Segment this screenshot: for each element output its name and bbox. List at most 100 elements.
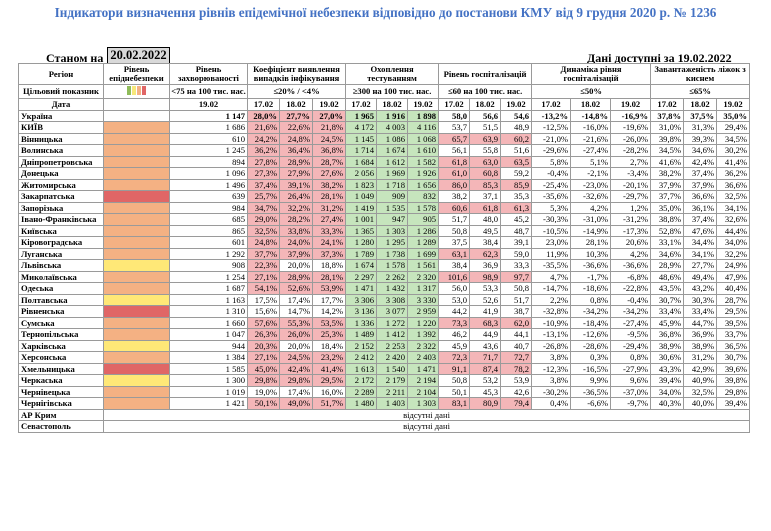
detection-cell: 37,4% (247, 178, 280, 191)
table-row: Чернівецька 1 019 19,0% 17,4% 16,0% 2 289 2 21… (18, 385, 751, 398)
table-row: Харківська 944 20,3% 20,0% 18,4% 2 152 2 253 2 … (18, 339, 751, 352)
beds-cell: 31,2% (683, 351, 718, 364)
region-name: Кіровоградська (18, 236, 104, 249)
detection-cell: 17,4% (279, 385, 313, 398)
testing-cell: 1 471 (407, 362, 440, 375)
testing-cell: 1 220 (407, 316, 440, 329)
hospitalization-cell: 38,2 (438, 190, 471, 203)
beds-cell: 35,0% (716, 109, 751, 122)
dynamics-cell: -12,3% (531, 362, 572, 375)
testing-cell: 1 969 (376, 167, 409, 180)
dynamics-cell: -28,2% (610, 144, 652, 157)
region-name: АР Крим (18, 408, 104, 421)
detection-cell: 37,7% (247, 247, 280, 260)
detection-cell: 14,2% (311, 305, 347, 318)
date-tst-2: 18.02 (376, 98, 409, 111)
detection-cell: 29,0% (247, 213, 280, 226)
testing-cell: 2 289 (345, 385, 378, 398)
testing-cell: 1 965 (345, 109, 378, 122)
beds-cell: 30,3% (683, 293, 718, 306)
testing-cell: 1 303 (376, 224, 409, 237)
date-bed-3: 19.02 (716, 98, 751, 111)
dynamics-cell: -27,9% (610, 362, 652, 375)
dynamics-cell: -1,7% (570, 270, 612, 283)
incidence-cell: 1 019 (169, 385, 248, 398)
hospitalization-cell: 45,3 (469, 385, 502, 398)
testing-cell: 2 320 (407, 270, 440, 283)
dynamics-cell: 23,0% (531, 236, 572, 249)
header-incidence: Рівень захворюваності (169, 63, 248, 85)
beds-cell: 33,1% (650, 236, 685, 249)
detection-cell: 27,4% (311, 213, 347, 226)
detection-cell: 49,0% (279, 397, 313, 410)
testing-cell: 1 145 (345, 132, 378, 145)
beds-cell: 38,8% (650, 213, 685, 226)
dynamics-cell: -9,7% (610, 397, 652, 410)
beds-cell: 49,4% (683, 270, 718, 283)
dynamics-cell: -27,4% (610, 316, 652, 329)
table-row: Луганська 1 292 37,7% 37,9% 37,3% 1 789 1 738 1… (18, 247, 751, 260)
testing-cell: 1 612 (376, 155, 409, 168)
incidence-cell: 610 (169, 132, 248, 145)
detection-cell: 32,5% (247, 224, 280, 237)
beds-cell: 29,4% (716, 121, 751, 134)
hospitalization-cell: 60,6 (438, 201, 471, 214)
dynamics-cell: -30,2% (531, 385, 572, 398)
dynamics-cell: -32,6% (570, 190, 612, 203)
detection-cell: 21,6% (247, 121, 280, 134)
detection-cell: 24,2% (247, 132, 280, 145)
beds-cell: 28,7% (716, 293, 751, 306)
detection-cell: 27,1% (247, 351, 280, 364)
detection-cell: 22,6% (279, 121, 313, 134)
table-row: Херсонська 1 384 27,1% 24,5% 23,2% 2 412 2 420… (18, 351, 751, 364)
hospitalization-cell: 44,2 (438, 305, 471, 318)
table-row: Запорізька 984 34,7% 32,2% 31,2% 1 419 1 535 1 … (18, 201, 751, 214)
header-dynamics: Динаміка рівня госпіталізацій (531, 63, 652, 85)
hospitalization-cell: 85,9 (500, 178, 533, 191)
header-beds: Завантаженість ліжок з киснем (650, 63, 751, 85)
dynamics-cell: -16,5% (570, 362, 612, 375)
level-swatch (142, 86, 146, 95)
beds-cell: 39,5% (716, 316, 751, 329)
testing-cell: 1 086 (376, 132, 409, 145)
incidence-cell: 1 686 (169, 121, 248, 134)
hospitalization-cell: 48,9 (500, 121, 533, 134)
detection-cell: 29,8% (247, 374, 280, 387)
testing-cell: 1 916 (376, 109, 409, 122)
hospitalization-cell: 56,6 (469, 109, 502, 122)
detection-cell: 24,1% (311, 236, 347, 249)
region-name: КИЇВ (18, 121, 104, 134)
detection-cell: 41,4% (311, 362, 347, 375)
testing-cell: 1 471 (345, 282, 378, 295)
testing-cell: 2 412 (345, 351, 378, 364)
incidence-cell: 865 (169, 224, 248, 237)
detection-cell: 52,6% (279, 282, 313, 295)
hospitalization-cell: 61,8 (438, 155, 471, 168)
incidence-cell: 1 047 (169, 328, 248, 341)
region-name: Житомирська (18, 178, 104, 191)
dynamics-cell: 11,9% (531, 247, 572, 260)
hospitalization-cell: 33,3 (500, 259, 533, 272)
incidence-cell: 1 163 (169, 293, 248, 306)
testing-cell: 1 049 (345, 190, 378, 203)
detection-cell: 28,0% (247, 109, 280, 122)
hospitalization-cell: 91,1 (438, 362, 471, 375)
level-swatch (137, 86, 141, 95)
target-row-label: Цільовий показник (18, 84, 104, 99)
beds-cell: 44,4% (716, 224, 751, 237)
region-name: Одеська (18, 282, 104, 295)
detection-cell: 26,0% (279, 328, 313, 341)
detection-cell: 23,2% (311, 351, 347, 364)
incidence-cell: 894 (169, 155, 248, 168)
level-cell (103, 201, 170, 214)
detection-cell: 27,6% (311, 167, 347, 180)
detection-cell: 42,4% (279, 362, 313, 375)
hospitalization-cell: 50,8 (438, 224, 471, 237)
testing-cell: 1 561 (407, 259, 440, 272)
dynamics-cell: -18,6% (570, 282, 612, 295)
no-data-cell: відсутні дані (102, 408, 751, 421)
dynamics-cell: -2,1% (570, 167, 612, 180)
beds-cell: 39,8% (716, 374, 751, 387)
detection-cell: 29,8% (279, 374, 313, 387)
level-cell (103, 190, 170, 203)
